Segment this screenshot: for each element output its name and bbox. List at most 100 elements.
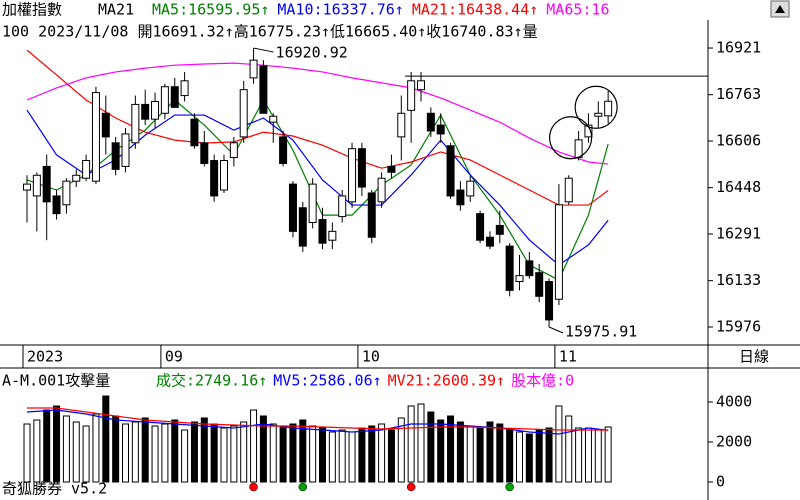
volume-panel	[23, 395, 612, 492]
volume-bar	[437, 419, 445, 483]
candle-body	[249, 59, 258, 79]
candle-body	[535, 272, 544, 297]
volume-bar	[427, 411, 435, 483]
y-tick-label: 16291	[716, 225, 761, 243]
volume-bar	[358, 427, 366, 483]
ma-label: MA21:16438.44↑	[412, 1, 538, 19]
candle-body	[259, 65, 268, 114]
volume-bar	[240, 421, 248, 483]
candle-body	[328, 230, 337, 241]
volume-bar	[269, 423, 277, 483]
volume-bar	[141, 417, 149, 483]
volume-bar	[62, 415, 70, 483]
volume-bar	[171, 419, 179, 483]
volume-bar	[43, 409, 51, 483]
candle-body	[407, 80, 416, 111]
x-tick-label: 2023	[27, 348, 63, 366]
volume-bar	[210, 423, 218, 483]
candle-body	[141, 103, 150, 120]
candle-body	[377, 177, 386, 203]
volume-bar	[122, 423, 129, 483]
candle-body	[338, 195, 347, 218]
index-name: 加權指數	[2, 1, 62, 19]
candle-body	[495, 224, 504, 235]
candle-body	[574, 139, 583, 159]
candle-body	[397, 112, 406, 138]
volume-bar	[279, 425, 287, 483]
candle-body	[298, 207, 307, 247]
volume-bar	[33, 419, 41, 483]
candle-body	[121, 133, 130, 167]
candle-body	[476, 213, 485, 241]
candle-body	[220, 160, 228, 191]
highlight-circle	[548, 116, 593, 160]
volume-bar	[466, 425, 474, 483]
volume-bar	[190, 421, 198, 483]
candle-body	[111, 142, 120, 170]
volume-bar	[102, 395, 110, 483]
candle-body	[72, 174, 81, 182]
footer: 奇狐勝券 v5.2	[2, 480, 107, 498]
volume-bar	[486, 421, 494, 483]
volume-bar	[575, 427, 583, 483]
candle-body	[456, 189, 465, 206]
candle-body	[387, 165, 396, 173]
volume-ma-line	[26, 409, 609, 435]
y-tick-label: 16921	[716, 39, 761, 57]
volume-bar	[604, 426, 612, 483]
volume-bar	[259, 415, 267, 483]
candle-body	[200, 142, 209, 164]
volume-y-tick-label: 0	[716, 473, 725, 491]
high-label: 16920.92	[276, 44, 348, 62]
ma-line	[26, 49, 609, 206]
volume-bar	[289, 423, 297, 483]
volume-bar	[250, 409, 258, 483]
candle-body	[151, 100, 160, 120]
candle-body	[466, 180, 475, 197]
x-tick-label: 10	[362, 348, 380, 366]
candle-body	[131, 103, 140, 144]
volume-bar	[368, 425, 376, 483]
candle-body	[160, 86, 169, 114]
labels: 加權指數 MA21 MA5:16595.95↑ MA10:16337.76↑ MA21:…	[2, 1, 761, 491]
volume-bar	[161, 423, 169, 483]
quote: 100 2023/11/08 開16691.32↑高16775.23↑低1666…	[2, 23, 538, 41]
candle-body	[426, 112, 435, 132]
candle-body	[604, 100, 613, 117]
volume-bar	[23, 423, 31, 483]
volume-label: 股本億:0	[511, 372, 574, 390]
volume-bar	[338, 429, 346, 483]
volume-bar	[72, 421, 80, 483]
volume-bar	[200, 417, 208, 483]
volume-y-tick-label: 2000	[716, 433, 752, 451]
candle-body	[436, 124, 445, 135]
volume-bar	[407, 405, 415, 483]
volume-title: A-M.001攻擊量	[2, 372, 110, 390]
volume-bar	[456, 421, 464, 483]
candle-body	[367, 192, 376, 238]
volume-bar	[53, 405, 61, 483]
volume-bar	[112, 415, 120, 483]
volume-bar	[348, 431, 356, 483]
volume-bar	[387, 429, 395, 483]
candle-body	[357, 148, 366, 188]
candle-body	[210, 160, 219, 197]
candle-body	[318, 219, 327, 244]
volume-bar	[181, 429, 189, 483]
volume-bar	[82, 425, 90, 483]
pointer	[253, 47, 274, 53]
volume-bar	[545, 427, 553, 483]
volume-bar	[220, 427, 228, 483]
low-label: 15975.91	[565, 323, 637, 341]
volume-bar	[447, 415, 455, 483]
volume-bar	[131, 421, 139, 483]
volume-bar	[230, 425, 238, 483]
candle-body	[180, 80, 189, 97]
x-tick-label: 09	[165, 348, 183, 366]
price-panel: 16920.92 15975.91	[23, 44, 708, 341]
volume-bar	[496, 423, 504, 483]
volume-y-tick-label: 4000	[716, 393, 752, 411]
volume-bar	[417, 403, 425, 483]
